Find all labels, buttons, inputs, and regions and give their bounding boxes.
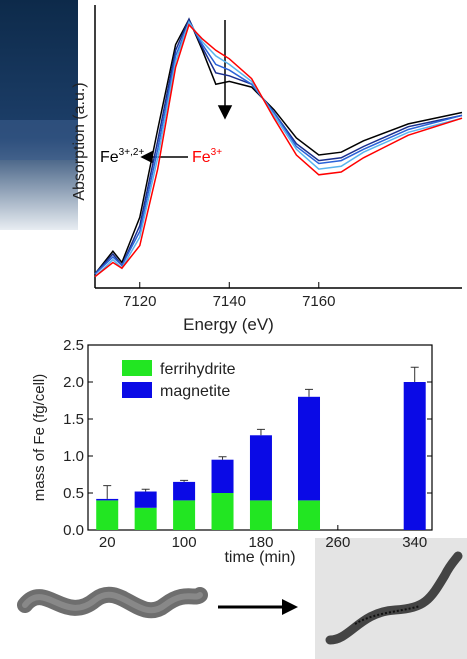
- legend-swatch: [122, 360, 152, 376]
- background-photo: [0, 0, 90, 230]
- annotation: Fe3+: [192, 147, 222, 166]
- spectrum-line: [94, 20, 463, 275]
- x-tick-label: 7160: [302, 293, 335, 310]
- error-bar: [180, 479, 189, 482]
- x-tick-label: 7120: [123, 293, 156, 310]
- bar-segment: [173, 500, 196, 530]
- annotation: Fe3+,2+: [100, 147, 144, 166]
- x-tick-label: 340: [402, 534, 427, 551]
- bar-segment: [134, 491, 157, 508]
- y-tick-label: 2.0: [63, 374, 84, 391]
- x-tick-label: 180: [248, 534, 273, 551]
- error-bar: [218, 456, 227, 460]
- y-tick-label: 2.5: [63, 337, 84, 354]
- x-tick-label: 100: [172, 534, 197, 551]
- annotation-superscript: 3+: [211, 147, 223, 158]
- cell-images: [0, 538, 467, 659]
- bar-segment: [249, 435, 272, 501]
- bar-segment: [211, 459, 234, 493]
- bar-segment: [96, 498, 119, 501]
- spectrum-line: [94, 23, 463, 278]
- bar-segment: [298, 500, 321, 530]
- bar-segment: [403, 382, 426, 530]
- error-bar: [410, 366, 419, 382]
- bar-segment: [211, 493, 234, 530]
- x-tick-label: 260: [325, 534, 350, 551]
- x-axis-label: Energy (eV): [183, 315, 274, 334]
- legend-label: ferrihydrite: [160, 361, 236, 378]
- x-tick-label: 7140: [213, 293, 246, 310]
- annotation-superscript: 3+,2+: [119, 147, 145, 158]
- bar-segment: [96, 500, 119, 530]
- y-tick-label: 1.5: [63, 411, 84, 428]
- bar-segment: [134, 507, 157, 530]
- y-tick-label: 1.0: [63, 448, 84, 465]
- annotation-text: Fe: [100, 149, 119, 166]
- spectrum-panel: [78, 0, 467, 335]
- error-bar: [103, 485, 112, 499]
- bar-segment: [249, 500, 272, 530]
- legend-swatch: [122, 382, 152, 398]
- y-axis-label: Absorption (a.u.): [71, 82, 88, 200]
- bar-segment: [298, 396, 321, 501]
- background-band: [0, 120, 90, 160]
- error-bar: [305, 388, 314, 397]
- annotation-text: Fe: [192, 149, 211, 166]
- spectrum-line: [94, 17, 463, 275]
- y-tick-label: 0.0: [63, 522, 84, 539]
- legend-label: magnetite: [160, 383, 230, 400]
- bar-segment: [173, 481, 196, 501]
- spectrum-line: [94, 17, 463, 275]
- y-axis-label: mass of Fe (fg/cell): [31, 374, 48, 502]
- x-axis-label: time (min): [224, 549, 295, 566]
- y-tick-label: 0.5: [63, 485, 84, 502]
- spectrum-line: [94, 20, 463, 278]
- error-bar: [141, 488, 150, 492]
- error-bar: [256, 428, 265, 436]
- x-tick-label: 20: [99, 534, 116, 551]
